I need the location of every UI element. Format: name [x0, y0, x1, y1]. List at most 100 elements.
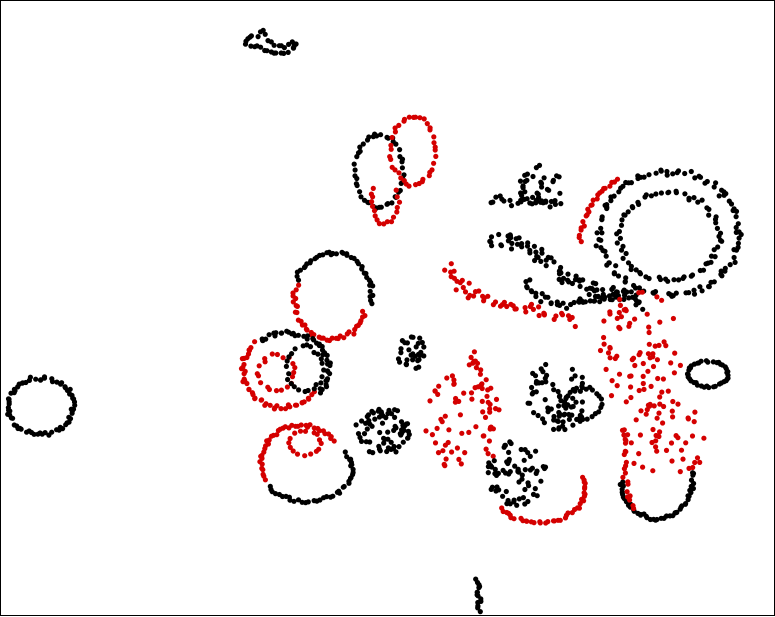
- scatter-point-big-loop-inner: [713, 220, 719, 226]
- scatter-point-big-loop-outer: [692, 175, 698, 181]
- scatter-point-central-band-red: [528, 301, 535, 307]
- scatter-point-bottom-center-red-arc: [582, 485, 588, 492]
- scatter-point-top-right-blob: [547, 204, 553, 210]
- scatter-point-bottom-right-red: [653, 438, 659, 444]
- scatter-point-ring3-inner-red: [265, 384, 271, 390]
- scatter-point-big-loop-inner: [697, 267, 703, 274]
- scatter-point-ring4-inner: [314, 431, 320, 437]
- scatter-point-center-red-scatter2: [457, 412, 463, 418]
- scatter-point-bottom-right-red: [697, 459, 703, 465]
- scatter-point-loop-upper-black: [397, 147, 403, 153]
- scatter-point-bottom-center-black: [506, 471, 512, 477]
- scatter-point-ring2-black: [367, 288, 373, 294]
- scatter-point-big-loop-inner: [695, 199, 701, 205]
- scatter-point-big-loop-outer: [733, 224, 739, 231]
- scatter-point-dense-center-left: [405, 435, 411, 441]
- scatter-point-center-red-scatter2: [469, 396, 475, 402]
- scatter-point-big-loop-outer: [666, 291, 672, 297]
- scatter-point-bottom-center-red-arc: [562, 515, 569, 521]
- scatter-point-big-loop-outer: [727, 262, 733, 268]
- scatter-point-center-red-scatter2: [432, 440, 439, 446]
- scatter-point-left-ring: [69, 410, 75, 416]
- scatter-point-center-red-scatter2: [468, 390, 475, 396]
- scatter-point-mid-blob: [403, 361, 409, 367]
- scatter-point-central-red-scatter: [641, 386, 647, 392]
- scatter-point-mid-blob: [415, 340, 421, 346]
- scatter-point-top-right-worm: [543, 198, 549, 204]
- scatter-point-bottom-center-black: [522, 486, 528, 493]
- scatter-point-loop-upper-black: [357, 189, 363, 195]
- scatter-point-dense-center-left: [369, 423, 375, 429]
- scatter-point-ring3-inner-black: [313, 382, 319, 388]
- scatter-point-ring3-black: [266, 332, 272, 338]
- scatter-point-big-loop-outer: [733, 208, 740, 214]
- scatter-point-central-band-black: [580, 277, 586, 283]
- scatter-point-center-black-loops: [529, 384, 535, 391]
- scatter-point-central-red-vert: [496, 407, 502, 413]
- scatter-point-ring3-inner-black: [318, 380, 324, 386]
- scatter-point-bottom-center-black: [522, 447, 528, 453]
- scatter-point-central-red-scatter: [671, 370, 678, 376]
- scatter-point-ring3-inner-black: [319, 360, 325, 366]
- scatter-point-top-worm: [293, 41, 299, 47]
- scatter-point-left-ring: [5, 396, 12, 402]
- scatter-point-central-red-scatter: [657, 319, 663, 325]
- scatter-point-ring3-inner-black: [296, 387, 302, 393]
- scatter-point-bottom-center-black: [506, 449, 512, 455]
- scatter-point-left-ring: [7, 412, 13, 418]
- scatter-point-loop-upper-red-tail: [394, 204, 400, 211]
- scatter-point-center-red-scatter2: [451, 381, 457, 387]
- scatter-point-big-loop-outer: [708, 279, 714, 285]
- scatter-point-central-red-vert: [490, 453, 496, 459]
- scatter-point-top-worm: [281, 45, 287, 51]
- scatter-point-ring3-black: [324, 352, 330, 358]
- scatter-point-central-red-scatter: [607, 344, 613, 351]
- scatter-point-loop-upper-red: [392, 129, 398, 135]
- scatter-point-ring4-inner: [286, 440, 292, 446]
- scatter-point-left-ring: [72, 402, 78, 408]
- scatter-point-central-band-black-lower: [564, 305, 570, 311]
- scatter-point-bottom-right-red: [650, 426, 656, 433]
- scatter-point-ring3-red: [246, 386, 252, 392]
- scatter-point-left-ring: [49, 379, 56, 385]
- scatter-point-dense-center-left: [400, 439, 406, 445]
- scatter-point-central-red-scatter: [605, 350, 612, 356]
- scatter-point-loop-upper-red-tail: [396, 199, 403, 205]
- scatter-point-bottom-right-red-left: [619, 427, 626, 433]
- scatter-point-bottom-right-red: [660, 420, 666, 426]
- scatter-point-big-loop-outer: [713, 180, 719, 186]
- scatter-point-bottom-center-black: [485, 470, 491, 476]
- scatter-point-central-red-scatter: [668, 360, 674, 366]
- scatter-point-loop-upper-red-tail: [370, 185, 376, 191]
- scatter-point-center-black-loop-ring: [589, 387, 596, 393]
- scatter-point-bottom-center-black: [512, 463, 518, 469]
- scatter-point-bottom-right-red-left: [627, 497, 633, 503]
- scatter-point-center-black-loop-ring: [598, 404, 604, 410]
- scatter-point-loop-upper-red: [398, 175, 404, 181]
- scatter-point-center-red-scatter2: [456, 456, 462, 462]
- scatter-point-big-loop-outer: [598, 225, 604, 231]
- scatter-point-big-loop-outer: [594, 230, 600, 236]
- scatter-point-bottom-right-red: [680, 456, 686, 462]
- scatter-point-central-band-black: [531, 243, 538, 249]
- scatter-point-central-red-scatter: [670, 315, 677, 322]
- scatter-point-ring2-black: [370, 283, 376, 289]
- scatter-point-central-red-scatter: [632, 362, 638, 369]
- scatter-point-top-right-blob: [538, 180, 545, 187]
- scatter-point-central-band-black: [559, 279, 565, 286]
- scatter-point-right-small-ring: [705, 359, 711, 365]
- scatter-point-dense-center-left: [392, 414, 398, 420]
- scatter-point-big-loop-red-arc: [590, 197, 596, 203]
- scatter-point-bottom-right-red: [669, 458, 675, 464]
- scatter-point-ring4-inner: [302, 428, 309, 434]
- scatter-point-big-loop-outer: [658, 168, 664, 174]
- scatter-point-top-right-blob: [554, 173, 560, 179]
- scatter-point-loop-upper-red: [389, 164, 395, 170]
- scatter-point-ring4-black: [328, 494, 334, 500]
- scatter-point-top-right-worm: [521, 196, 527, 202]
- scatter-point-ring3-red: [309, 392, 315, 398]
- scatter-point-big-loop-inner: [712, 254, 718, 260]
- scatter-point-ring3-inner-black: [318, 356, 324, 362]
- scatter-point-big-loop-inner: [703, 261, 709, 267]
- scatter-point-big-loop-inner: [623, 250, 629, 257]
